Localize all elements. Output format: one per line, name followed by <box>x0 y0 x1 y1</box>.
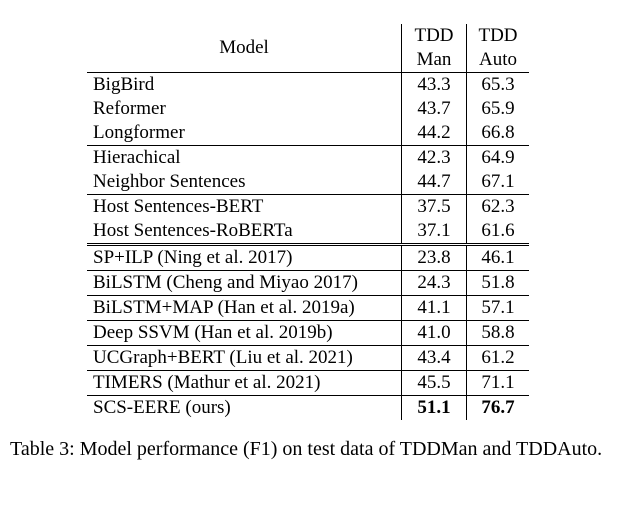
table-row: Neighbor Sentences 44.7 67.1 <box>87 170 529 195</box>
tddauto-value: 66.8 <box>466 121 529 146</box>
tddman-value: 24.3 <box>401 270 467 296</box>
tddauto-value: 67.1 <box>466 170 529 195</box>
model-name: UCGraph+BERT (Liu et al. 2021) <box>87 345 402 371</box>
tddauto-value: 62.3 <box>466 194 529 219</box>
tddauto-value: 58.8 <box>466 320 529 346</box>
results-table: Model TDD TDD Man Auto BigBird 43.3 65.3… <box>87 24 529 420</box>
model-name: BigBird <box>87 72 402 97</box>
tddman-value: 41.1 <box>401 295 467 321</box>
model-name: BiLSTM+MAP (Han et al. 2019a) <box>87 295 402 321</box>
table-row: Deep SSVM (Han et al. 2019b) 41.0 58.8 <box>87 320 529 346</box>
model-name: Neighbor Sentences <box>93 171 246 192</box>
table-row: SCS-EERE (ours) 51.1 76.7 <box>87 395 529 420</box>
tddauto-value: 46.1 <box>466 243 529 271</box>
tddman-value: 37.1 <box>401 219 467 245</box>
header-model: Model <box>219 37 269 58</box>
tddman-value: 23.8 <box>401 243 467 271</box>
header-tddauto-line2: Auto <box>466 48 529 73</box>
tddman-value: 42.3 <box>401 145 467 170</box>
tddman-value: 44.7 <box>401 170 467 195</box>
tddman-value: 44.2 <box>401 121 467 146</box>
tddauto-value-best: 76.7 <box>466 395 529 420</box>
header-tddman-line1: TDD <box>401 24 467 48</box>
model-name: TIMERS (Mathur et al. 2021) <box>87 370 402 396</box>
tddauto-value: 64.9 <box>466 145 529 170</box>
model-name: Hierachical <box>87 145 402 170</box>
tddman-value: 37.5 <box>401 194 467 219</box>
header-tddman-line2: Man <box>401 48 467 73</box>
tddman-value: 41.0 <box>401 320 467 346</box>
table-row: TIMERS (Mathur et al. 2021) 45.5 71.1 <box>87 370 529 396</box>
tddman-value: 43.3 <box>401 72 467 97</box>
header-tddauto-line1: TDD <box>466 24 529 48</box>
table-row: Host Sentences-BERT 37.5 62.3 <box>87 194 529 219</box>
table-row: SP+ILP (Ning et al. 2017) 23.8 46.1 <box>87 243 529 271</box>
table-row: Longformer 44.2 66.8 <box>87 121 529 146</box>
header-row-2: Man Auto <box>87 48 529 73</box>
model-name: Host Sentences-BERT <box>87 194 402 219</box>
table-row: BigBird 43.3 65.3 <box>87 72 529 97</box>
table-row: BiLSTM (Cheng and Miyao 2017) 24.3 51.8 <box>87 270 529 296</box>
tddauto-value: 51.8 <box>466 270 529 296</box>
table-caption: Table 3: Model performance (F1) on test … <box>10 438 603 460</box>
model-name: BiLSTM (Cheng and Miyao 2017) <box>87 270 402 296</box>
tddauto-value: 65.3 <box>466 72 529 97</box>
tddman-value-best: 51.1 <box>401 395 467 420</box>
tddman-value: 43.7 <box>401 97 467 121</box>
model-name: Deep SSVM (Han et al. 2019b) <box>87 320 402 346</box>
table-row: Reformer 43.7 65.9 <box>87 97 529 121</box>
tddauto-value: 61.6 <box>466 219 529 245</box>
model-name: Reformer <box>93 98 166 119</box>
tddman-value: 45.5 <box>401 370 467 396</box>
table-row: Hierachical 42.3 64.9 <box>87 145 529 170</box>
tddauto-value: 61.2 <box>466 345 529 371</box>
tddauto-value: 65.9 <box>466 97 529 121</box>
tddman-value: 43.4 <box>401 345 467 371</box>
table-row: BiLSTM+MAP (Han et al. 2019a) 41.1 57.1 <box>87 295 529 321</box>
model-name: SCS-EERE (ours) <box>87 395 402 420</box>
model-name: Longformer <box>93 122 185 143</box>
model-name: Host Sentences-RoBERTa <box>93 220 293 241</box>
table-row: UCGraph+BERT (Liu et al. 2021) 43.4 61.2 <box>87 345 529 371</box>
model-name: SP+ILP (Ning et al. 2017) <box>87 243 402 271</box>
tddauto-value: 57.1 <box>466 295 529 321</box>
header-row-1: Model TDD TDD <box>87 24 529 58</box>
table-row: Host Sentences-RoBERTa 37.1 61.6 <box>87 219 529 245</box>
tddauto-value: 71.1 <box>466 370 529 396</box>
